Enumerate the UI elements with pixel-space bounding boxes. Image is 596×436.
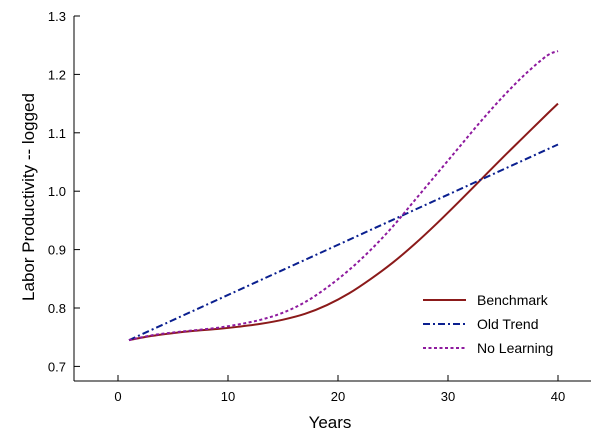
y-tick-label: 1.3	[48, 9, 66, 24]
y-tick-label: 0.9	[48, 243, 66, 258]
y-tick-label: 1.0	[48, 184, 66, 199]
x-tick-label: 40	[551, 389, 565, 404]
y-tick-label: 0.8	[48, 301, 66, 316]
series-line-no-learning	[128, 50, 559, 342]
y-tick-label: 1.1	[48, 126, 66, 141]
series-layer	[128, 50, 559, 342]
legend: Benchmark Old Trend No Learning	[423, 292, 553, 356]
x-tick-label: 10	[221, 389, 235, 404]
legend-label-old-trend: Old Trend	[477, 316, 538, 332]
legend-label-no-learning: No Learning	[477, 340, 553, 356]
y-tick-label: 0.7	[48, 359, 66, 374]
legend-label-benchmark: Benchmark	[477, 292, 549, 308]
y-axis-label: Labor Productivity -- logged	[19, 93, 38, 301]
x-axis: 0 10 20 30 40	[74, 375, 591, 404]
series-line-old-trend	[128, 143, 559, 342]
x-tick-label: 0	[114, 389, 121, 404]
y-axis: 0.7 0.8 0.9 1.0 1.1 1.2 1.3	[48, 9, 80, 381]
x-tick-label: 20	[331, 389, 345, 404]
y-tick-label: 1.2	[48, 67, 66, 82]
x-tick-label: 30	[441, 389, 455, 404]
x-axis-label: Years	[309, 413, 352, 432]
